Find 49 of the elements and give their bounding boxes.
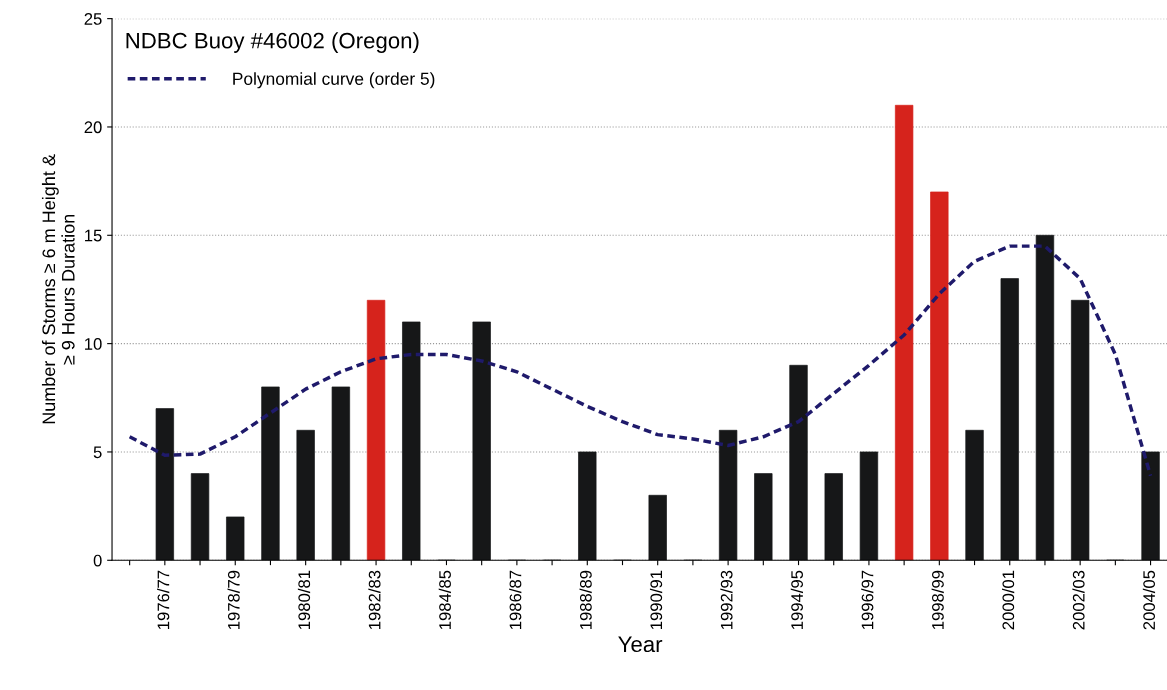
bar <box>331 386 351 561</box>
bar <box>366 299 386 561</box>
x-tick-label: 2002/03 <box>1072 570 1085 630</box>
bar <box>1035 234 1055 561</box>
bar <box>718 429 738 561</box>
bar <box>754 473 773 561</box>
x-tick-label: 1990/91 <box>649 570 663 629</box>
bar <box>1000 278 1019 561</box>
bar <box>190 473 210 561</box>
y-tick-label: 15 <box>85 229 102 242</box>
x-tick-label: 1992/93 <box>720 570 733 629</box>
bar <box>261 386 280 561</box>
bar <box>155 408 174 561</box>
bar <box>578 451 597 561</box>
x-tick-label: 1982/83 <box>368 570 381 629</box>
y-tick-label: 0 <box>93 554 102 567</box>
bar <box>648 494 667 561</box>
x-tick-label: 1980/81 <box>297 570 311 629</box>
bar <box>402 321 421 561</box>
y-tick-label: 5 <box>93 446 102 459</box>
x-tick-label: 1988/89 <box>579 570 592 629</box>
bar <box>296 429 315 561</box>
bar <box>1071 299 1090 561</box>
x-tick-label: 1986/87 <box>509 570 522 629</box>
x-tick-label: 1984/85 <box>438 570 451 629</box>
y-tick-label: 25 <box>84 13 102 25</box>
bar <box>824 473 843 561</box>
y-tick-label: 10 <box>85 338 102 350</box>
bar <box>789 364 808 561</box>
y-axis-title: Number of Storms ≥ 6 m Height & ≥ 9 Hours Duration <box>41 154 75 424</box>
x-tick-label: 1976/77 <box>157 570 170 629</box>
x-tick-label: 1994/95 <box>790 570 803 629</box>
bar <box>226 516 245 561</box>
x-tick-label: 1998/99 <box>931 570 944 629</box>
bar <box>859 451 879 561</box>
y-tick-label: 20 <box>84 121 102 134</box>
bar <box>965 429 984 561</box>
bar <box>1141 451 1160 561</box>
line-series <box>127 244 1153 478</box>
x-tick-label: 2000/01 <box>1001 570 1015 630</box>
bar <box>894 104 914 561</box>
text: NDBC Buoy #46002 (Oregon) <box>126 32 419 53</box>
x-tick-label: 1996/97 <box>861 570 874 629</box>
bar <box>472 321 491 561</box>
legend-label: Polynomial curve (order 5) <box>233 72 435 89</box>
x-axis-title: Year <box>618 636 663 653</box>
x-tick-label: 2004/05 <box>1142 570 1156 630</box>
x-tick-label: 1978/79 <box>227 570 240 629</box>
bar <box>930 191 949 561</box>
